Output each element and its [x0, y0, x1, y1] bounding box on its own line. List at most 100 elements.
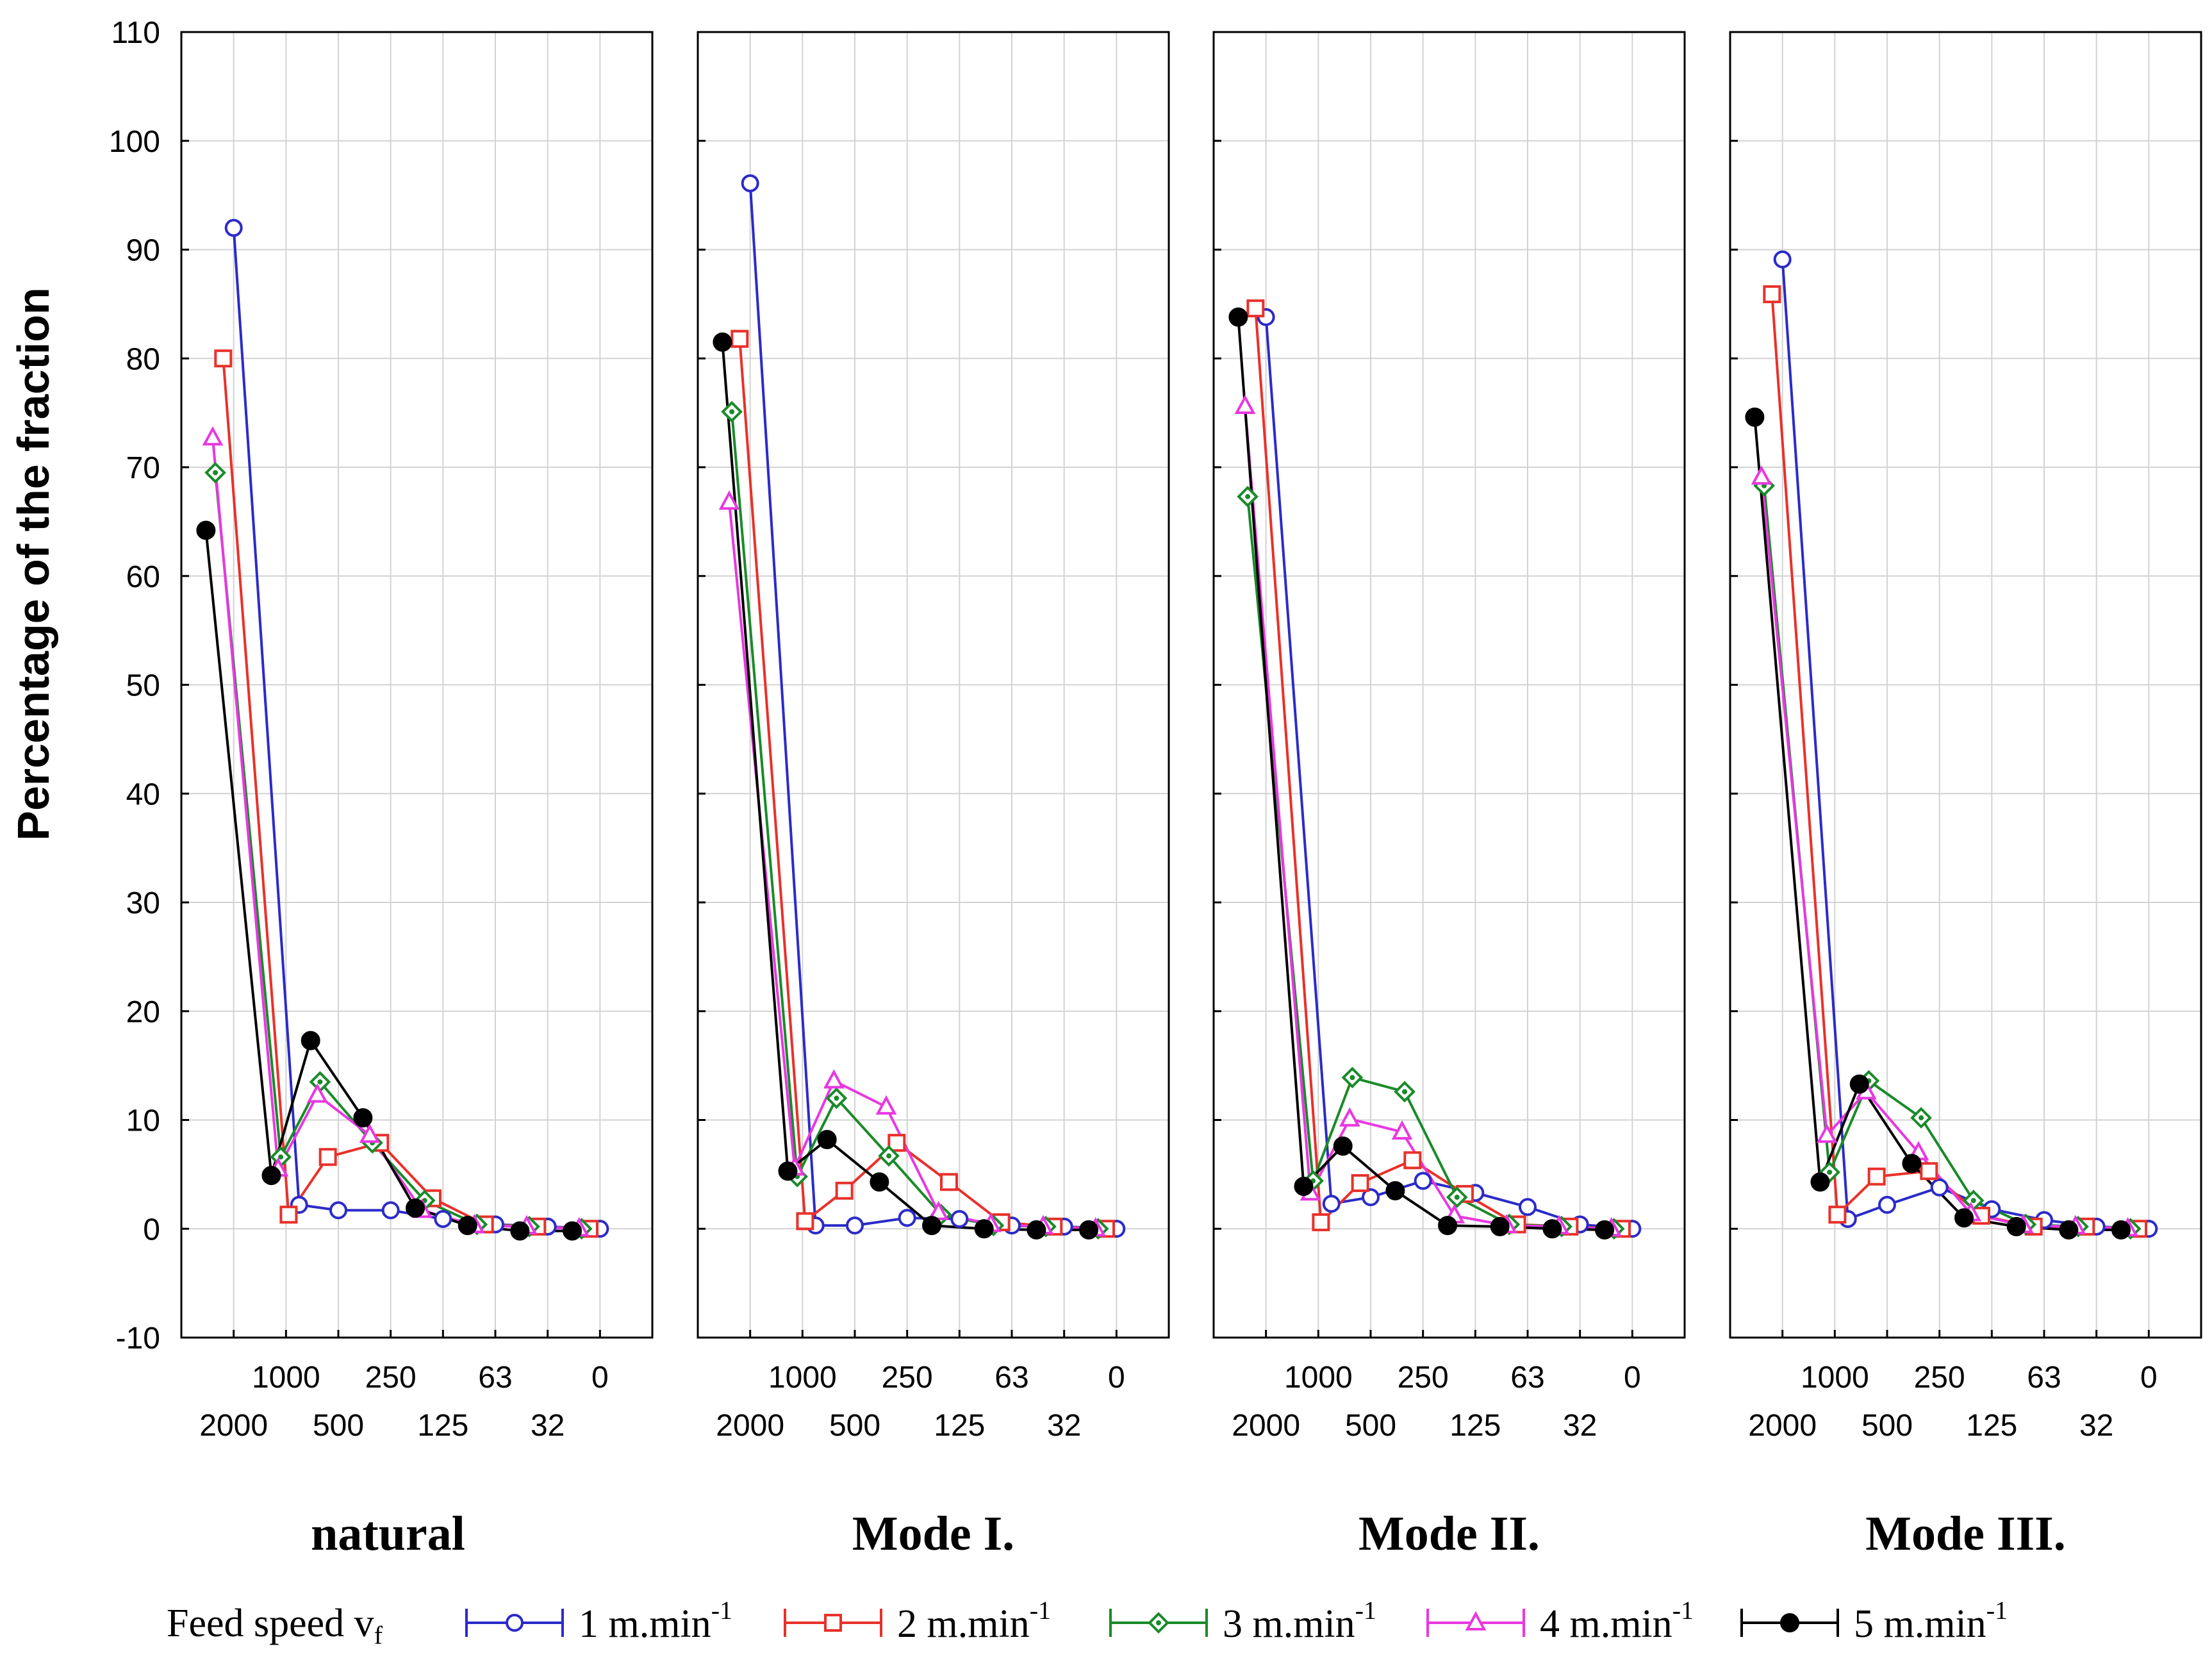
legend-label-text: 2 m.min [897, 1602, 1030, 1646]
data-point [1234, 394, 1256, 414]
legend-label: 1 m.min-1 [579, 1596, 732, 1646]
x-tick-label: 32 [2079, 1409, 2113, 1443]
series-line [1760, 477, 2128, 1231]
data-point [196, 520, 216, 540]
data-point [1930, 1178, 1949, 1197]
legend-label: 5 m.min-1 [1854, 1596, 2008, 1646]
legend-title-text: Feed speed v [167, 1602, 374, 1645]
data-point [846, 1216, 864, 1235]
y-tick-label: 110 [111, 16, 160, 50]
legend-entries: 1 m.min-1 2 m.min-1 3 m.min-1 4 m.min-1 5 m.… [465, 1596, 2008, 1646]
series-line [214, 472, 582, 1231]
legend-label-text: 1 m.min [579, 1602, 711, 1646]
data-point [2111, 1220, 2131, 1240]
data-point [1339, 1107, 1360, 1127]
legend-label-sup: -1 [1986, 1596, 2008, 1625]
data-point [1403, 1151, 1422, 1170]
legend-label-text: 3 m.min [1223, 1602, 1355, 1646]
data-point [1595, 1220, 1615, 1240]
data-point [796, 1212, 814, 1231]
data-point [1542, 1219, 1562, 1239]
x-tick-label: 500 [1861, 1409, 1913, 1443]
x-tick-label: 2000 [199, 1409, 268, 1443]
data-point [1763, 285, 1781, 304]
data-point-center [886, 1153, 892, 1159]
data-point [1414, 1172, 1432, 1190]
data-point [1312, 1213, 1330, 1232]
data-point [1867, 1167, 1886, 1186]
data-point [329, 1201, 347, 1220]
y-tick-label: 20 [126, 995, 160, 1029]
legend-entry: 1 m.min-1 [465, 1596, 732, 1646]
legend-label-sup: -1 [711, 1596, 732, 1625]
x-tick-label: 1000 [768, 1361, 837, 1395]
data-point [406, 1198, 425, 1218]
y-tick-label: -10 [116, 1322, 160, 1356]
x-tick-label: 125 [934, 1409, 985, 1443]
x-tick-label: 125 [1966, 1409, 2017, 1443]
data-point [870, 1172, 889, 1192]
data-point [898, 1209, 916, 1227]
data-point [434, 1209, 452, 1228]
data-point-center [1970, 1198, 1976, 1204]
x-tick-label: 63 [478, 1361, 512, 1395]
data-point [1362, 1188, 1380, 1207]
panel-title: natural [311, 1507, 465, 1561]
series-line [730, 411, 1098, 1231]
y-tick-label: 0 [143, 1213, 160, 1247]
data-point [1322, 1195, 1341, 1213]
x-tick-label: 250 [882, 1361, 933, 1395]
data-point [713, 332, 732, 352]
series-line [738, 338, 1107, 1231]
legend-label-sup: -1 [1355, 1596, 1376, 1625]
legend-title: Feed speed vf [167, 1602, 383, 1650]
data-point [741, 174, 759, 192]
series-line [1770, 294, 2139, 1231]
data-point [1490, 1216, 1510, 1236]
x-tick-label: 2000 [1232, 1409, 1300, 1443]
panel-titles: natural Mode I. Mode II. Mode III. [311, 1507, 2066, 1561]
x-tick-label: 125 [417, 1409, 468, 1443]
x-tick-label: 63 [995, 1361, 1028, 1395]
series-layer [204, 183, 2149, 1232]
data-point [563, 1221, 582, 1241]
legend-label-text: 5 m.min [1854, 1602, 1986, 1646]
x-tick-label: 1000 [252, 1361, 320, 1395]
data-point-center [1402, 1089, 1408, 1095]
x-tick-label: 1000 [1801, 1361, 1869, 1395]
data-point [1351, 1174, 1369, 1192]
series-line [1781, 259, 2149, 1231]
data-point [1878, 1195, 1896, 1214]
data-point [1294, 1177, 1314, 1197]
legend-label-sup: -1 [1030, 1596, 1051, 1625]
x-tick-label: 1000 [1284, 1361, 1353, 1395]
legend-label: 4 m.min-1 [1540, 1596, 1694, 1646]
legend-marker [506, 1614, 524, 1632]
series-line [1237, 317, 1605, 1231]
y-tick-label: 100 [109, 125, 160, 159]
series-line [211, 437, 579, 1231]
series-line [1254, 308, 1622, 1231]
x-tick-label: 32 [1563, 1409, 1597, 1443]
y-axis-ticks: -10 0 10 20 30 40 50 60 70 80 90 100 110 [109, 16, 160, 1356]
x-axis-ticks: 1000 250 63 0 2000 500 125 32 1000 250 63 0 2000 500 1… [199, 1361, 2157, 1443]
data-point [510, 1221, 530, 1241]
data-point-center [1827, 1169, 1833, 1175]
legend-marker [824, 1614, 842, 1632]
data-point-center [834, 1095, 839, 1101]
x-tick-label: 500 [829, 1409, 880, 1443]
x-tick-label: 0 [1108, 1361, 1125, 1395]
data-point [1391, 1120, 1413, 1140]
data-point-center [213, 470, 219, 476]
y-tick-label: 70 [126, 451, 160, 485]
data-point [1079, 1220, 1099, 1240]
data-point [1246, 299, 1265, 318]
data-point [306, 1083, 328, 1103]
legend-entry: 4 m.min-1 [1426, 1596, 1694, 1646]
data-point-center [1349, 1075, 1355, 1081]
data-point [718, 490, 740, 510]
x-tick-label: 250 [1914, 1361, 1965, 1395]
data-point [778, 1161, 798, 1181]
legend-title-subscript: f [374, 1621, 383, 1650]
x-tick-label: 63 [1510, 1361, 1544, 1395]
